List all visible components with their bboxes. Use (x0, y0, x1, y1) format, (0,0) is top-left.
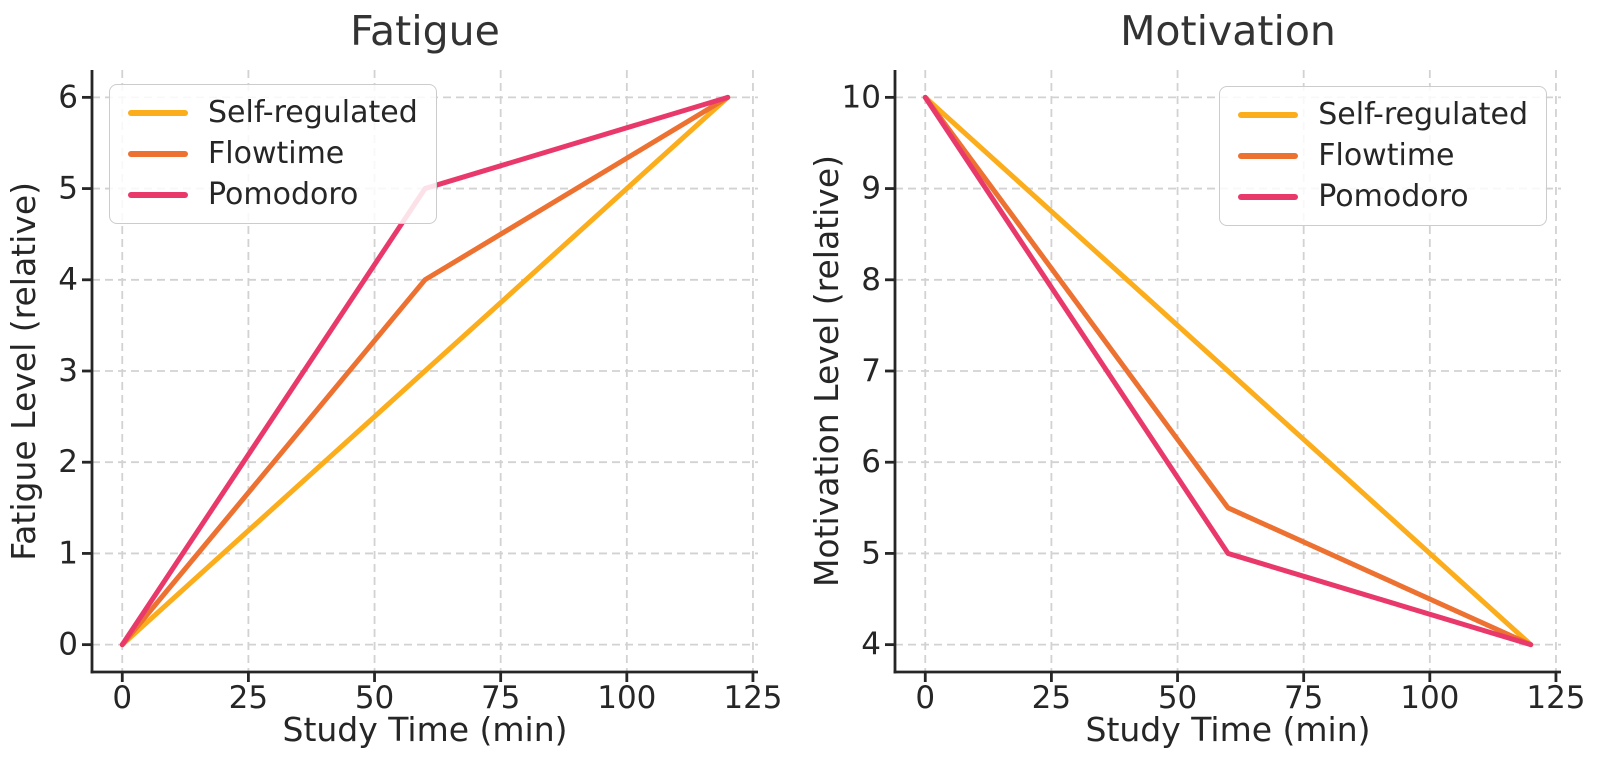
fatigue-y-axis-label: Fatigue Level (relative) (0, 70, 46, 672)
y-tick-label: 9 (861, 171, 881, 207)
legend-item-flowtime: Flowtime (1238, 137, 1528, 173)
chart-fatigue: 0 25 50 75 100 125 0 1 2 3 4 5 6 Fatigue Fatigue Lev… (0, 7, 783, 749)
y-tick-label: 5 (58, 171, 78, 207)
series-line-flowtime (922, 94, 1534, 648)
y-tick-label: 4 (58, 262, 78, 298)
x-tick-label: 25 (229, 680, 268, 716)
series-line-self-regulated (922, 94, 1534, 648)
fatigue-x-axis-label: Study Time (min) (282, 710, 568, 749)
legend-label: Flowtime (208, 135, 345, 171)
legend-item-self-regulated: Self-regulated (1238, 98, 1528, 132)
legend-label: Self-regulated (208, 95, 418, 130)
legend-item-pomodoro: Pomodoro (1238, 178, 1528, 214)
motivation-x-axis-label: Study Time (min) (1085, 710, 1371, 749)
legend-item-self-regulated: Self-regulated (128, 96, 418, 130)
x-tick-label: 75 (1284, 680, 1323, 716)
y-tick-label: 3 (58, 353, 78, 389)
x-tick-label: 0 (112, 680, 132, 716)
series-line-flowtime (119, 94, 731, 648)
legend-line-swatch (128, 109, 188, 116)
y-tick-label: 1 (58, 535, 78, 571)
legend-label: Flowtime (1318, 137, 1455, 173)
legend-line-swatch (1238, 152, 1299, 159)
legend-line-swatch (1238, 111, 1299, 118)
legend-label: Pomodoro (1318, 178, 1469, 214)
legend-line-swatch (128, 150, 188, 157)
motivation-chart-title: Motivation (1120, 7, 1336, 55)
fatigue-y-axis-label-text: Fatigue Level (relative) (3, 181, 43, 561)
legend-label: Pomodoro (208, 176, 359, 212)
y-tick-label: 10 (842, 79, 881, 115)
y-tick-label: 5 (861, 535, 881, 571)
x-tick-label: 100 (1400, 680, 1459, 716)
x-tick-label: 50 (1158, 680, 1197, 716)
series-line-self-regulated (119, 94, 731, 648)
legend-line-swatch (128, 191, 188, 198)
y-tick-label: 4 (861, 627, 881, 663)
y-tick-label: 7 (861, 353, 881, 389)
y-tick-label: 8 (861, 262, 881, 298)
x-tick-label: 125 (1526, 680, 1585, 716)
motivation-y-axis-label: Motivation Level (relative) (803, 70, 849, 672)
fatigue-legend: Self-regulated Flowtime Pomodoro (109, 84, 437, 224)
y-tick-label: 6 (861, 444, 881, 480)
x-tick-label: 125 (723, 680, 782, 716)
series-line-pomodoro (922, 94, 1534, 648)
fatigue-chart-title: Fatigue (350, 7, 500, 55)
legend-item-flowtime: Flowtime (128, 135, 418, 171)
motivation-legend: Self-regulated Flowtime Pomodoro (1219, 86, 1547, 226)
x-tick-label: 100 (597, 680, 656, 716)
chart-motivation: 0 25 50 75 100 125 4 5 6 7 8 9 10 Motivation Motivat… (803, 0, 1606, 780)
x-tick-label: 50 (355, 680, 394, 716)
motivation-plot-area: 0 25 50 75 100 125 4 5 6 7 8 9 10 (842, 70, 1586, 716)
x-tick-label: 25 (1032, 680, 1071, 716)
x-tick-label: 75 (481, 680, 520, 716)
legend-label: Self-regulated (1318, 97, 1528, 132)
legend-item-pomodoro: Pomodoro (128, 176, 418, 212)
y-tick-label: 0 (58, 627, 78, 663)
motivation-y-axis-label-text: Motivation Level (relative) (806, 154, 846, 588)
legend-line-swatch (1238, 193, 1299, 200)
y-tick-label: 6 (58, 79, 78, 115)
y-tick-label: 2 (58, 444, 78, 480)
x-tick-label: 0 (915, 680, 935, 716)
